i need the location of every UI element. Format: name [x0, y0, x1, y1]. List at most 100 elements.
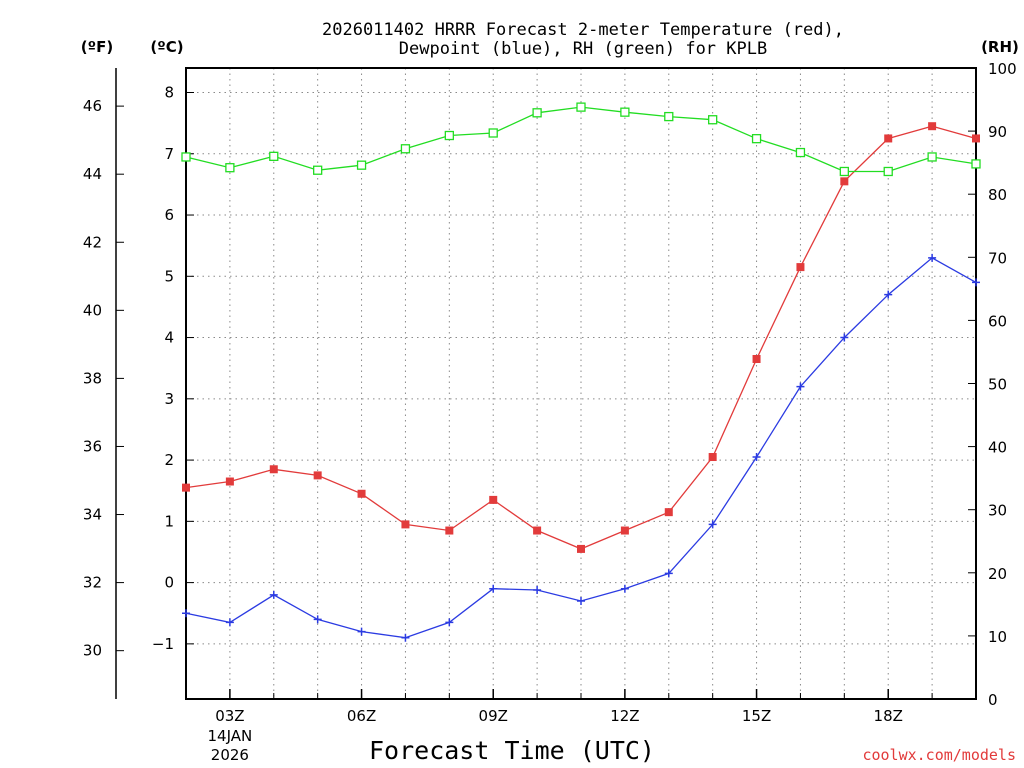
celsius-tick-label: 6	[164, 206, 174, 224]
rh-point	[444, 130, 454, 141]
temperature-point	[664, 508, 673, 517]
temperature-point	[182, 483, 190, 492]
dewpoint-point	[972, 278, 980, 287]
rh-point	[532, 108, 542, 118]
temperature-point	[533, 526, 542, 535]
dewpoint-point	[884, 290, 893, 299]
rh-point	[839, 166, 849, 177]
fahrenheit-unit-label: (ºF)	[81, 38, 113, 56]
dewpoint-point	[489, 584, 498, 593]
temperature-point	[928, 122, 937, 131]
dewpoint-point	[620, 584, 629, 593]
temperature-point	[225, 477, 234, 486]
axes: −101234567830323436384042444601020304050…	[83, 60, 1017, 764]
dewpoint-point	[401, 633, 410, 642]
temperature-point	[357, 489, 366, 498]
dewpoint-point	[840, 333, 849, 342]
rh-unit-label: (RH)	[981, 38, 1019, 56]
fahrenheit-tick-label: 42	[83, 233, 102, 251]
temperature-point	[313, 471, 322, 480]
celsius-tick-label: 4	[164, 329, 174, 347]
temperature-point	[620, 526, 629, 535]
rh-tick-label: 0	[988, 691, 998, 709]
temperature-point	[269, 465, 278, 474]
temperature-point	[577, 544, 585, 553]
dewpoint-point	[445, 618, 454, 627]
rh-point	[971, 159, 981, 169]
temperature-point	[489, 495, 498, 504]
rh-point	[795, 147, 806, 158]
fahrenheit-tick-label: 44	[83, 165, 102, 183]
rh-point	[269, 151, 279, 161]
rh-point	[883, 166, 893, 177]
dewpoint-point	[928, 253, 937, 262]
celsius-tick-label: −1	[152, 635, 174, 653]
rh-point	[751, 134, 762, 144]
temperature-point	[972, 134, 980, 143]
celsius-tick-label: 2	[164, 451, 174, 469]
rh-point	[225, 163, 235, 173]
x-tick-label: 12Z	[610, 707, 639, 725]
dewpoint-point	[752, 453, 761, 462]
credit-text: coolwx.com/models	[862, 746, 1016, 764]
fahrenheit-tick-label: 36	[83, 437, 102, 455]
rh-tick-label: 70	[988, 249, 1007, 267]
rh-point	[708, 115, 718, 125]
temperature-point	[884, 134, 893, 143]
celsius-tick-label: 0	[164, 574, 174, 592]
rh-point	[313, 165, 323, 175]
rh-tick-label: 40	[988, 439, 1007, 457]
celsius-tick-label: 8	[164, 84, 174, 102]
rh-point	[488, 128, 498, 138]
dewpoint-point	[533, 585, 542, 594]
chart-title-line1: 2026011402 HRRR Forecast 2-meter Tempera…	[322, 20, 844, 40]
dewpoint-point	[357, 627, 366, 636]
rh-point	[927, 152, 937, 162]
rh-tick-label: 30	[988, 502, 1007, 520]
celsius-unit-label: (ºC)	[150, 38, 183, 56]
celsius-tick-label: 3	[164, 390, 174, 408]
rh-point	[576, 102, 586, 112]
rh-point	[664, 111, 674, 122]
dewpoint-point	[577, 596, 585, 605]
rh-tick-label: 60	[988, 312, 1007, 330]
rh-point	[400, 144, 411, 154]
chart-title-line2: Dewpoint (blue), RH (green) for KPLB	[399, 39, 767, 59]
fahrenheit-tick-label: 34	[83, 506, 102, 524]
dewpoint-point	[225, 618, 234, 627]
fahrenheit-tick-label: 38	[83, 369, 102, 387]
fahrenheit-tick-label: 30	[83, 642, 102, 660]
x-tick-label: 03Z	[215, 707, 244, 725]
celsius-tick-label: 1	[164, 512, 174, 530]
temperature-point	[796, 263, 805, 272]
x-tick-label: 06Z	[347, 707, 376, 725]
rh-tick-label: 90	[988, 123, 1007, 141]
rh-tick-label: 100	[988, 60, 1017, 78]
x-tick-label: 09Z	[479, 707, 508, 725]
rh-tick-label: 20	[988, 565, 1007, 583]
rh-point	[356, 160, 367, 170]
temperature-point	[708, 453, 717, 462]
dewpoint-point	[182, 609, 190, 618]
rh-tick-label: 50	[988, 376, 1007, 394]
rh-tick-label: 80	[988, 186, 1007, 204]
celsius-tick-label: 7	[164, 145, 174, 163]
dewpoint-point	[313, 615, 322, 624]
dewpoint-point	[708, 520, 717, 529]
rh-point	[620, 107, 630, 117]
celsius-tick-label: 5	[164, 267, 174, 285]
fahrenheit-tick-label: 32	[83, 574, 102, 592]
fahrenheit-tick-label: 46	[83, 97, 102, 115]
series-group	[181, 102, 981, 642]
fahrenheit-tick-label: 40	[83, 301, 102, 319]
rh-tick-label: 10	[988, 628, 1007, 646]
temperature-point	[401, 520, 410, 529]
rh-point	[181, 152, 191, 162]
x-tick-label: 18Z	[874, 707, 903, 725]
temperature-point	[752, 354, 761, 363]
x-year-label: 2026	[211, 746, 249, 764]
x-tick-label: 15Z	[742, 707, 771, 725]
dewpoint-point	[796, 382, 805, 391]
dewpoint-point	[664, 569, 673, 578]
